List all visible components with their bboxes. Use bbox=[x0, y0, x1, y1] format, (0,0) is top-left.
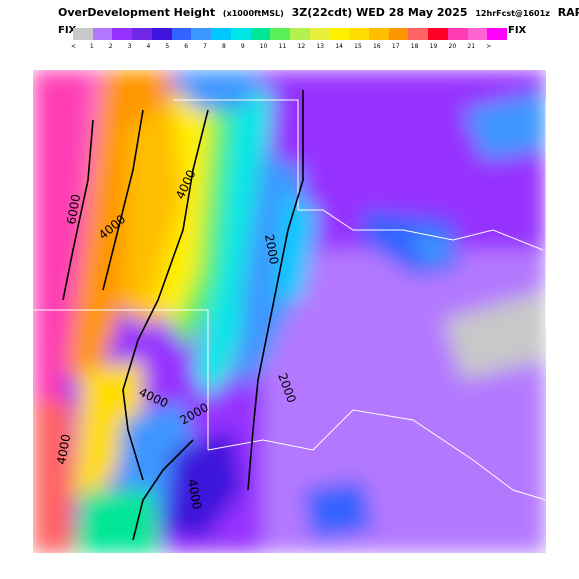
title-product: OverDevelopment Height bbox=[58, 6, 216, 19]
colorbar-swatch bbox=[349, 28, 370, 40]
colorbar-tick-label: 7 bbox=[203, 43, 207, 50]
contour-label: 4000 bbox=[54, 433, 73, 466]
height-map: 4000 4000 4000 2000 2000 2000 4000 4000 … bbox=[33, 70, 546, 553]
colorbar-tick-label: 9 bbox=[240, 43, 245, 50]
colorbar-right-label: FIX bbox=[508, 25, 527, 36]
colorbar-swatch bbox=[329, 28, 350, 40]
colorbar-swatch bbox=[270, 28, 291, 40]
colorbar-tick-label: 8 bbox=[222, 43, 226, 50]
title-model: RAP bbox=[557, 6, 579, 19]
colorbar-left-label: FIX bbox=[58, 25, 77, 36]
colorbar-tick-label: 13 bbox=[316, 43, 325, 50]
state-borders bbox=[33, 99, 546, 501]
title-valid-time: 3Z(22cdt) WED 28 May 2025 bbox=[291, 6, 468, 19]
colorbar-tick-label: 16 bbox=[373, 43, 381, 50]
colorbar-tick-label: 20 bbox=[448, 43, 457, 50]
colorbar-swatch bbox=[211, 28, 231, 40]
colorbar-tick-label: 6 bbox=[184, 43, 189, 50]
colorbar-ticks: <1 2 3 4 5 6 7 8 9 10 11 12 13 14 15 16 17 18 19 20 21 > bbox=[71, 43, 507, 53]
colorbar-swatch bbox=[132, 28, 152, 40]
colorbar-swatch bbox=[408, 28, 429, 40]
colorbar-tick-label: < bbox=[71, 43, 77, 50]
height-contours bbox=[62, 90, 304, 541]
title-forecast: 12hrFcst@1601z bbox=[475, 9, 550, 18]
colorbar-swatch bbox=[428, 28, 448, 40]
title-units: (x1000ftMSL) bbox=[222, 9, 284, 18]
colorbar-swatch bbox=[171, 28, 192, 40]
map-title: OverDevelopment Height (x1000ftMSL) 3Z(2… bbox=[58, 6, 579, 22]
colorbar-tick-label: 11 bbox=[278, 43, 287, 50]
colorbar-tick-label: 17 bbox=[391, 43, 400, 50]
colorbar-swatch bbox=[388, 28, 409, 40]
colorbar-tick-label: 5 bbox=[165, 43, 170, 50]
colorbar-tick-label: 19 bbox=[429, 43, 438, 50]
contour-label: 6000 bbox=[64, 193, 83, 226]
colorbar-swatch bbox=[250, 28, 271, 40]
height-shading bbox=[33, 70, 546, 553]
colorbar-swatch bbox=[487, 28, 508, 40]
colorbar-swatch bbox=[467, 28, 488, 40]
colorbar bbox=[73, 28, 508, 40]
colorbar-tick-label: 3 bbox=[127, 43, 132, 50]
colorbar-tick-label: 2 bbox=[108, 43, 113, 50]
colorbar-swatch bbox=[112, 28, 133, 40]
colorbar-tick-label: 10 bbox=[259, 43, 268, 50]
colorbar-swatch bbox=[191, 28, 212, 40]
colorbar-swatch bbox=[309, 28, 330, 40]
colorbar-tick-label: 4 bbox=[146, 43, 151, 50]
colorbar-swatch bbox=[230, 28, 251, 40]
contour-label: 4000 bbox=[185, 478, 204, 511]
colorbar-swatch bbox=[447, 28, 468, 40]
colorbar-swatch bbox=[290, 28, 310, 40]
colorbar-tick-label: 21 bbox=[467, 43, 476, 50]
colorbar-tick-label: > bbox=[486, 43, 492, 50]
colorbar-tick-label: 18 bbox=[410, 43, 419, 50]
colorbar-tick-label: 14 bbox=[335, 43, 343, 50]
colorbar-swatch bbox=[92, 28, 113, 40]
colorbar-swatch bbox=[73, 28, 93, 40]
colorbar-tick-label: 12 bbox=[297, 43, 306, 50]
colorbar-swatch bbox=[369, 28, 389, 40]
colorbar-swatch bbox=[151, 28, 172, 40]
colorbar-tick-label: 15 bbox=[354, 43, 362, 50]
colorbar-tick-label: 1 bbox=[89, 43, 94, 50]
contour-label: 2000 bbox=[262, 233, 281, 266]
